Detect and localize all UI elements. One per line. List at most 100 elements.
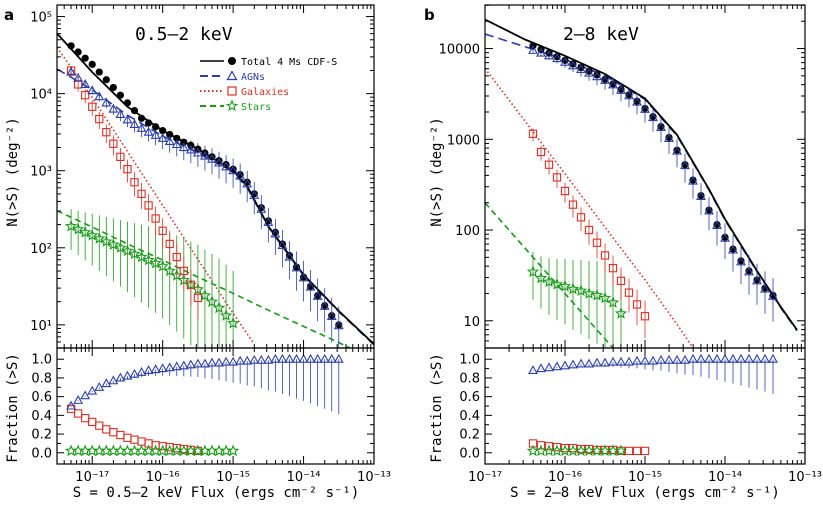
fraction-tick-label: 1.0 [31,353,52,368]
star-point [114,241,127,253]
agn-point [73,72,84,82]
agn-fraction-point [80,390,91,400]
agn-fraction-point [256,354,267,364]
x-tick-label: 10⁻¹⁶ [146,470,180,485]
agn-point [664,133,674,142]
star-point [156,259,169,272]
x-tick-label: 10⁻¹⁴ [287,470,321,485]
total-point [229,165,237,173]
total-point [689,176,697,184]
agn-fraction-point [640,355,650,365]
x-tick-label: 10⁻¹³ [788,470,822,485]
agn-point [656,122,666,132]
agn-fraction-point [242,355,253,365]
galaxy-point [592,238,602,247]
galaxy-fraction-point [640,446,650,456]
agn-point [235,170,246,180]
agn-point [129,119,140,129]
total-point [657,122,665,131]
agn-fraction-point [648,355,658,365]
agn-point [768,290,778,300]
total-point [271,228,279,236]
galaxy-point [560,186,570,196]
agn-fraction-point [536,363,546,373]
galaxy-point [632,300,642,309]
total-point [328,312,336,320]
agn-fraction-point [544,362,554,372]
fraction-tick-label: 1.0 [459,353,480,368]
total-point [713,220,721,229]
agn-fraction-point [704,353,714,363]
total-point [753,276,761,284]
galaxy-fraction-point [632,446,642,456]
panel-b-bottom-plot [526,353,778,457]
agn-point [584,67,594,77]
star-point [128,247,141,260]
agn-fraction-point [228,356,239,366]
agn-point [284,251,295,261]
fraction-tick-label: 0.4 [31,409,52,424]
agn-fraction-point [752,353,762,363]
star-point [606,296,620,308]
agn-fraction-point [192,358,203,368]
agn-point [157,133,168,142]
star-point [72,222,85,235]
agn-point [688,175,698,185]
total-point [721,233,729,241]
total-point [633,97,641,105]
star-point [64,219,78,232]
x-tick-label: 10⁻¹⁷ [75,470,109,485]
galaxy-fraction-point [81,414,90,423]
legend-item-agn: AGNs [200,70,265,83]
agn-fraction-point [744,353,754,363]
panel-a-letter: a [4,6,14,24]
panel-a-top-plot [57,32,374,348]
total-point [321,302,329,310]
legend-item-galaxy: Galaxies [200,86,289,98]
galaxy-point [568,200,578,209]
agn-point [66,66,77,76]
agn-fraction-point [214,357,224,367]
agn-point [608,79,618,89]
total-point [243,178,251,186]
galaxy-point [151,214,160,223]
agn-fraction-point [94,381,105,391]
total-point [705,206,713,214]
galaxy-point [179,266,188,276]
star-point [205,295,219,307]
agn-point [744,266,754,276]
galaxy-fraction-point [123,433,132,442]
agn-point [640,104,650,113]
agn-point [298,272,309,282]
total-point [95,68,103,76]
agn-fraction-point [66,400,77,410]
agn-point [150,129,161,139]
agn-fraction-point [129,368,140,378]
agn-point [171,139,182,149]
star-point [107,238,120,251]
star-point [614,307,628,319]
agn-point [680,160,690,170]
agn-fraction-point [664,354,674,364]
total-point [74,48,82,56]
agn-point [305,281,316,291]
star-point [86,229,99,241]
star-point [550,278,564,290]
total-point [109,83,117,92]
agn-fraction-point [319,353,330,363]
panel-a-y-label-top: N(>S) (deg⁻²) [5,117,21,227]
total-point [166,130,174,139]
model-curve-agn [485,33,798,332]
agn-point [648,112,658,122]
galaxy-point [102,128,111,137]
agn-fraction-point [768,353,778,363]
fraction-tick-label: 0.8 [31,371,52,386]
star-point [212,301,226,314]
galaxy-fraction-point [536,441,546,450]
agn-fraction-point [291,353,302,363]
total-point [314,291,322,300]
star-point [558,279,572,292]
galaxy-point [172,252,181,262]
total-point [649,113,657,121]
star-fraction-point [227,444,240,457]
